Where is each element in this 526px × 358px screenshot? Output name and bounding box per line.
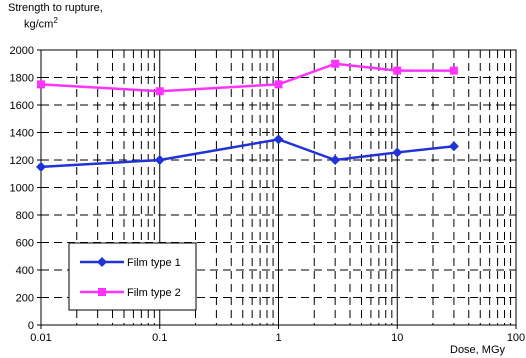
y-tick-label: 1600	[10, 100, 34, 112]
legend-label: Film type 1	[127, 257, 181, 269]
legend: Film type 1 Film type 2	[68, 242, 197, 311]
y-tick-label: 1200	[10, 155, 34, 167]
data-point-diamond	[273, 134, 284, 145]
data-point-diamond	[97, 257, 107, 267]
y-tick-labels: 0 200 400 600 800 1000 1200 1400 1600 1800 2000	[10, 45, 34, 332]
x-tick-label: 100	[507, 332, 525, 344]
y-tick-label: 400	[16, 265, 34, 277]
data-point-diamond	[392, 147, 403, 158]
y-axis-unit-sup: 2	[53, 16, 58, 25]
legend-box	[68, 242, 197, 311]
data-point-square	[274, 80, 283, 89]
y-tick-label: 600	[16, 238, 34, 250]
y-tick-label: 1800	[10, 73, 34, 85]
x-tick-label: 0.1	[152, 332, 167, 344]
legend-label: Film type 2	[127, 287, 181, 299]
y-axis-title: Strength to rupture,	[8, 2, 103, 14]
series-1	[36, 134, 459, 172]
data-point-diamond	[154, 155, 165, 165]
y-tick-label: 200	[16, 293, 34, 305]
axis-ticks	[37, 49, 517, 329]
x-axis-title: Dose, MGy	[450, 344, 506, 356]
series-layer	[36, 59, 459, 172]
data-point-square	[393, 66, 402, 75]
y-tick-label: 800	[16, 210, 34, 222]
x-tick-label: 0.01	[30, 332, 51, 344]
x-tick-label: 1	[275, 332, 281, 344]
data-point-diamond	[448, 141, 459, 152]
y-tick-label: 1400	[10, 128, 34, 140]
data-point-square	[449, 66, 458, 75]
data-point-square	[37, 80, 45, 89]
grid	[41, 50, 516, 325]
data-point-diamond	[330, 155, 341, 165]
y-tick-label: 1000	[10, 183, 34, 195]
y-axis-unit: kg/cm2	[24, 16, 58, 31]
data-point-square	[98, 288, 106, 296]
series-line	[40, 138, 455, 169]
data-point-square	[331, 59, 340, 68]
y-tick-label: 2000	[10, 45, 34, 57]
data-point-diamond	[36, 161, 46, 172]
x-tick-labels: 0.01 0.1 1 10 100	[30, 332, 525, 344]
x-tick-label: 10	[391, 332, 403, 344]
y-axis-unit-base: kg/cm	[24, 18, 54, 31]
y-tick-label: 0	[28, 320, 34, 332]
data-point-square	[155, 87, 164, 96]
series-2	[37, 59, 458, 96]
series-line	[40, 62, 454, 93]
